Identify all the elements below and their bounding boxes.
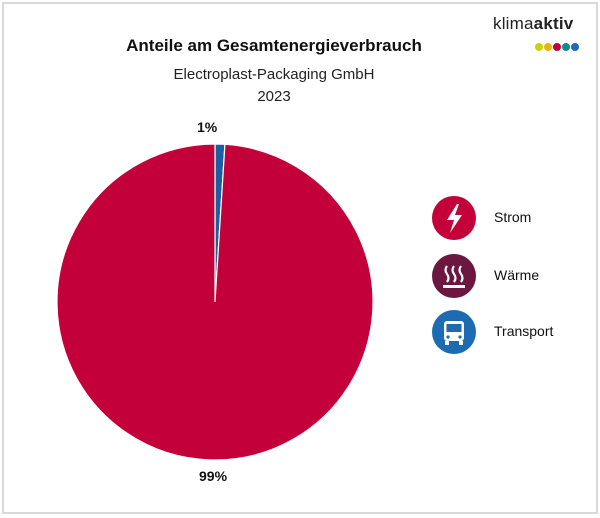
brand-dot [535, 43, 543, 51]
legend-label: Strom [494, 209, 532, 225]
chart-title: Anteile am Gesamtenergieverbrauch [126, 36, 422, 55]
legend-label: Transport [494, 323, 554, 339]
chart-year: 2023 [257, 88, 291, 105]
brand-dot [562, 43, 570, 51]
slice-label-strom: 99% [199, 468, 228, 484]
brand-dot [571, 43, 579, 51]
bus-icon [432, 310, 476, 354]
slice-label-transport: 1% [197, 119, 218, 135]
brand-part2: aktiv [533, 14, 574, 33]
lightning-bolt-icon [432, 196, 476, 240]
brand-part1: klima [493, 14, 534, 33]
chart-subtitle: Electroplast-Packaging GmbH [173, 66, 375, 83]
legend-label: Wärme [494, 267, 540, 283]
brand-dot [553, 43, 561, 51]
brand-logo: klimaaktiv [493, 14, 573, 34]
brand-dot [544, 43, 552, 51]
pie-slice-strom [56, 143, 374, 461]
heat-waves-icon [432, 254, 476, 298]
brand-dots [535, 38, 580, 56]
